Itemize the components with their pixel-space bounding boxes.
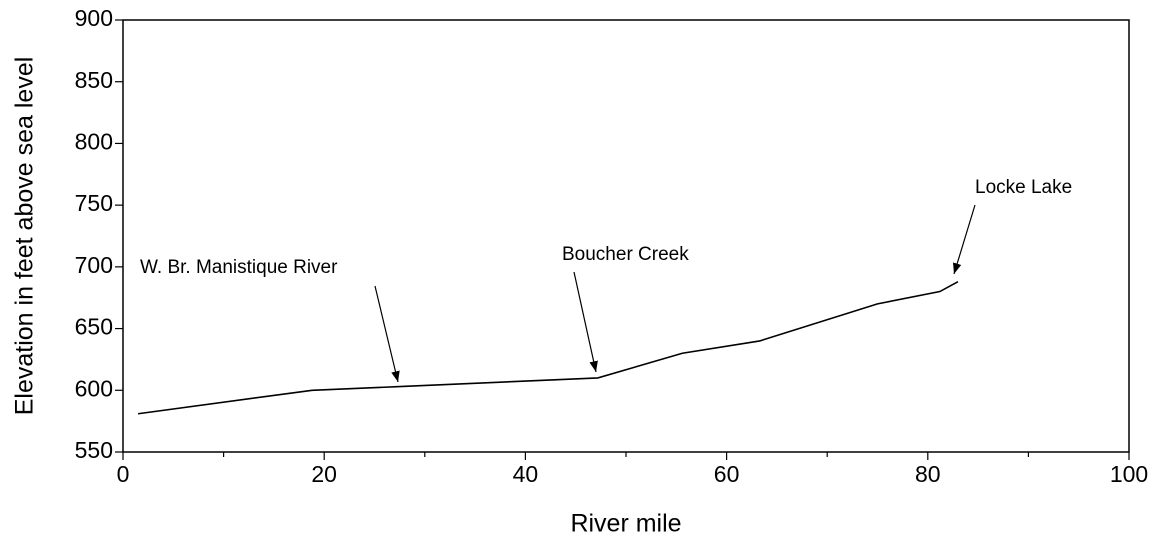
x-tick-label: 60 xyxy=(714,461,740,487)
y-tick-label: 900 xyxy=(75,5,113,31)
annotation-arrow xyxy=(374,285,400,383)
y-tick-label: 550 xyxy=(75,437,113,463)
y-tick-label: 850 xyxy=(75,67,113,93)
x-tick-label: 0 xyxy=(117,461,130,487)
annotation: Boucher Creek xyxy=(562,244,689,265)
y-tick-label: 700 xyxy=(75,252,113,278)
y-axis-label: Elevation in feet above sea level xyxy=(11,57,39,416)
x-tick-label: 80 xyxy=(915,461,941,487)
data-line xyxy=(137,280,959,415)
y-tick-label: 600 xyxy=(75,375,113,401)
y-tick-label: 650 xyxy=(75,314,113,340)
x-axis-label: River mile xyxy=(570,510,681,538)
x-tick-label: 20 xyxy=(311,461,337,487)
annotation: W. Br. Manistique River xyxy=(140,257,338,278)
plot-frame xyxy=(122,19,1130,453)
y-tick-label: 750 xyxy=(75,190,113,216)
x-tick-label: 100 xyxy=(1110,461,1148,487)
annotation-arrow xyxy=(953,204,976,275)
annotation-arrow xyxy=(573,271,598,373)
y-tick-label: 800 xyxy=(75,129,113,155)
x-tick-label: 40 xyxy=(513,461,539,487)
annotation: Locke Lake xyxy=(975,177,1072,198)
